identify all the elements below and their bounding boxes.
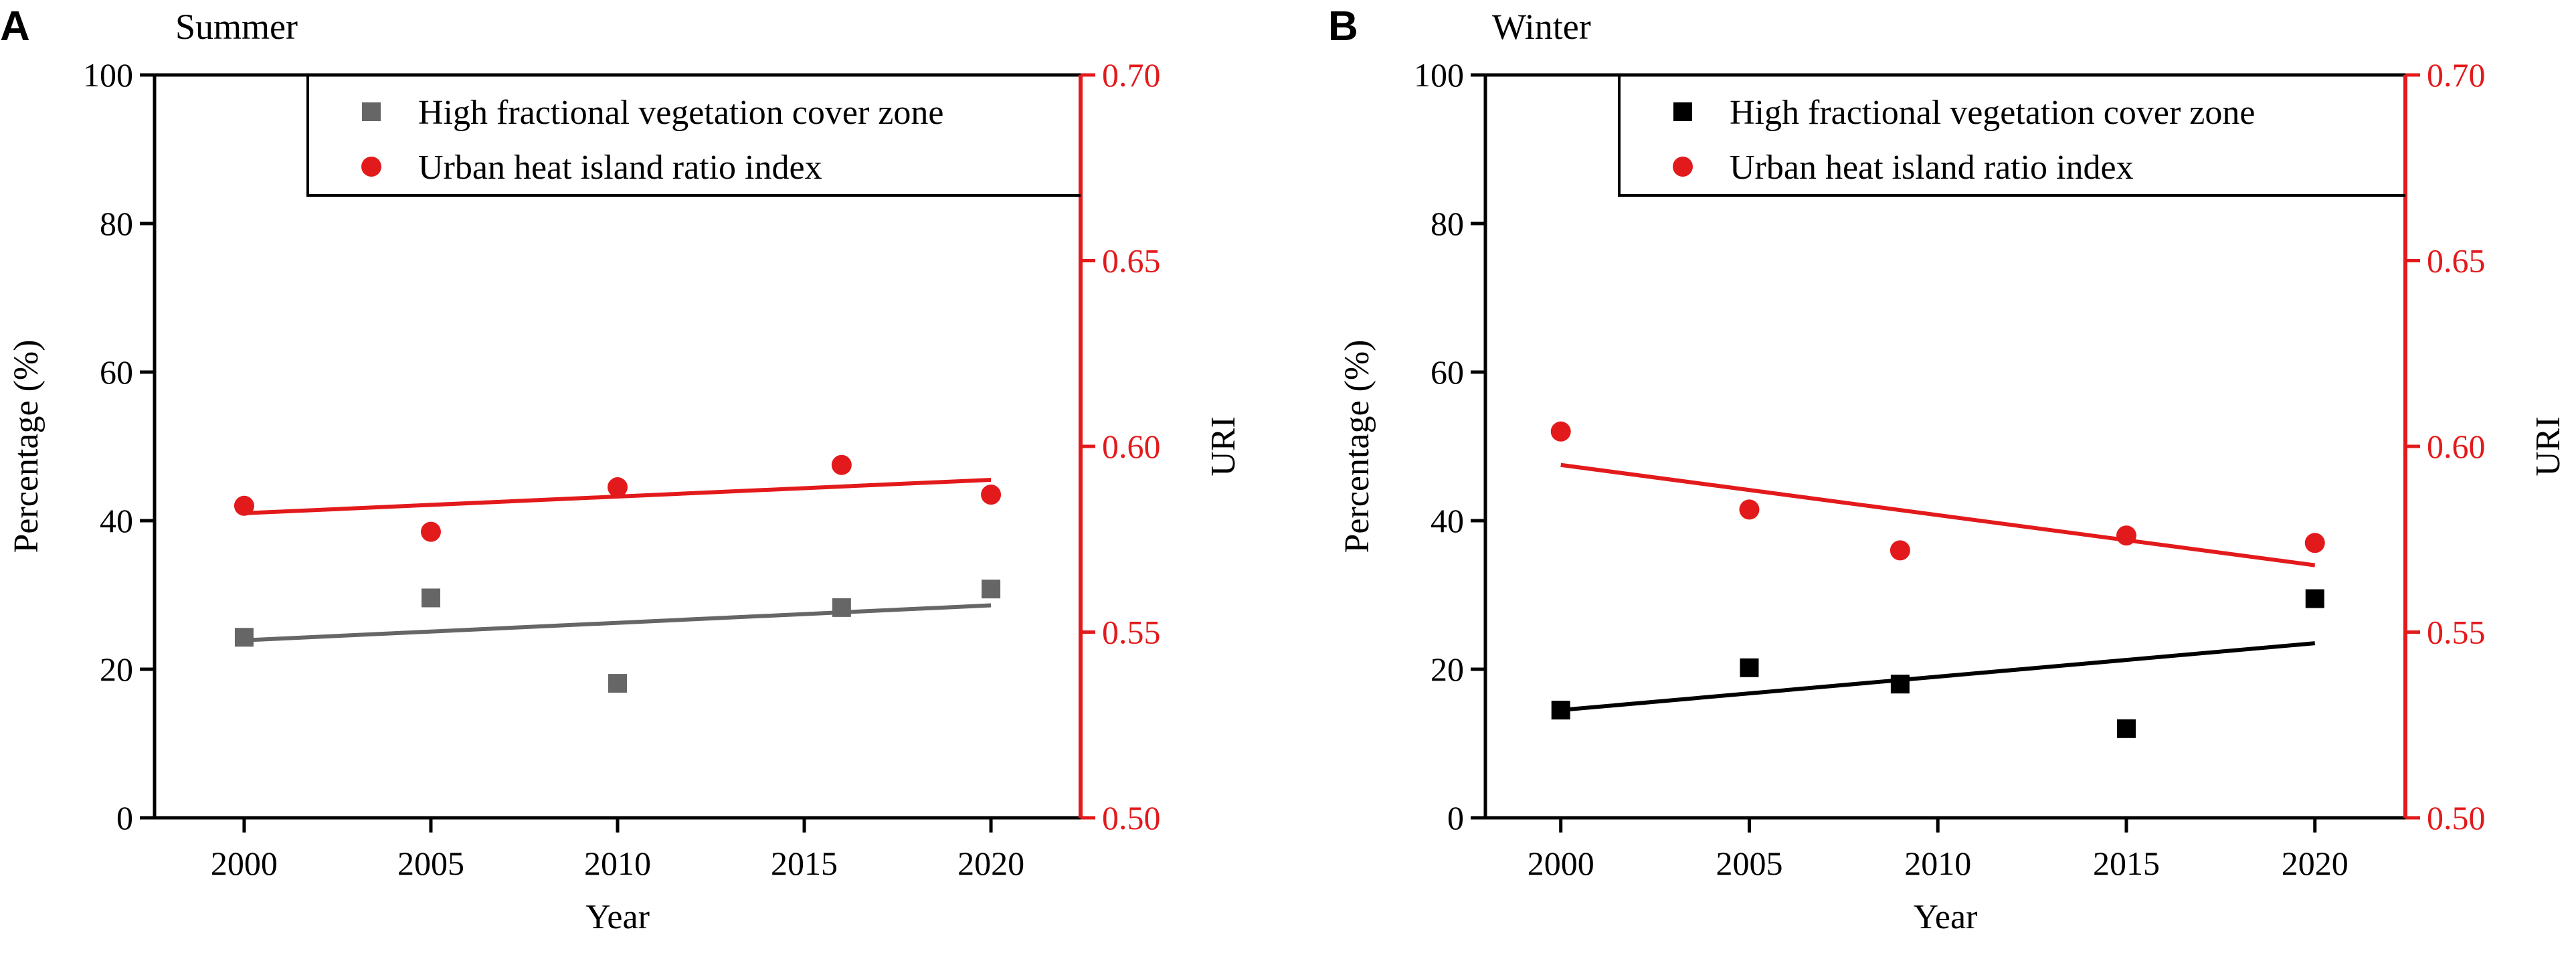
panel-a-uri-point [234, 495, 254, 516]
panel-a-uri-point [831, 454, 852, 475]
panel-b-legend-box [1618, 75, 2405, 197]
panel-a-vegetation-point [421, 588, 440, 608]
panel-a-y-right-tick-label: 0.60 [1102, 428, 1161, 465]
panel-b-x-tick-label: 2020 [2282, 845, 2349, 882]
panel-b-vegetation-point [2116, 719, 2136, 738]
panel-a-y-right-tick-label: 0.70 [1102, 56, 1161, 94]
panel-b-uri-trend-line [1560, 462, 2316, 568]
panel-a-legend-square-marker [362, 102, 381, 121]
panel-b-y-left-tick-label: 20 [1431, 650, 1464, 688]
panel-b-vegetation-point [2305, 589, 2324, 608]
panel-b-uri-point [1890, 540, 1910, 561]
panel-a-y-left-tick-label: 80 [100, 205, 133, 242]
panel-b-y-left-tick-label: 0 [1447, 799, 1464, 837]
panel-b-uri-point [2304, 533, 2325, 553]
panel-a-legend-label: Urban heat island ratio index [418, 149, 822, 187]
panel-a-legend-box [306, 75, 1081, 197]
panel-a-vegetation-trend-line [244, 603, 992, 642]
panel-b-vegetation-trend-line [1560, 641, 2316, 713]
panel-b-x-axis-title: Year [1914, 898, 1978, 936]
panel-b-y-right-tick-label: 0.70 [2427, 56, 2486, 94]
panel-a-x-tick-label: 2015 [771, 845, 838, 882]
panel-b-x-tick-label: 2010 [1904, 845, 1971, 882]
panel-a-uri-point [608, 477, 628, 498]
panel-b-y-left-tick-label: 60 [1431, 353, 1464, 391]
panel-a-x-tick-label: 2005 [397, 845, 464, 882]
panel-b-y-left-axis-title: Percentage (%) [1338, 339, 1376, 553]
panel-b-y-left-tick-label: 40 [1431, 502, 1464, 539]
panel-b-y-right-tick-label: 0.55 [2427, 614, 2486, 651]
panel-a-y-left-tick-label: 60 [100, 353, 133, 391]
panel-a-x-axis-title: Year [585, 898, 650, 936]
panel-a-vegetation-point [608, 674, 627, 693]
panel-a-y-right-axis-title: URI [1204, 416, 1243, 476]
panel-a-x-tick-label: 2010 [584, 845, 651, 882]
panel-a-y-left-axis-title: Percentage (%) [7, 339, 45, 553]
panel-a-y-right-tick-label: 0.65 [1102, 242, 1161, 280]
panel-b-uri-point [1739, 499, 1760, 520]
panel-b-x-tick-label: 2000 [1528, 845, 1594, 882]
panel-b-uri-point [1550, 421, 1571, 442]
panel-a-vegetation-point [982, 580, 1001, 599]
panel-b-y-right-axis-title: URI [2529, 416, 2567, 476]
panel-b-vegetation-point [1740, 658, 1759, 677]
panel-a-y-left-tick-label: 100 [83, 56, 133, 94]
panel-a-uri-point [981, 485, 1002, 505]
panel-b-legend-label: High fractional vegetation cover zone [1730, 94, 2255, 132]
panel-a-uri-point [420, 521, 441, 542]
panel-a-x-tick-label: 2000 [211, 845, 278, 882]
panel-b-uri-point [2116, 525, 2136, 546]
panel-b-legend-circle-marker [1673, 157, 1693, 177]
panel-a-y-left-tick-label: 20 [100, 650, 133, 688]
panel-b-y-right-tick-label: 0.65 [2427, 242, 2486, 280]
panel-a-y-right-tick-label: 0.50 [1102, 799, 1161, 837]
panel-a-x-tick-label: 2020 [957, 845, 1024, 882]
panel-a-vegetation-point [234, 628, 254, 647]
panel-b-title: Winter [1492, 7, 1591, 47]
panel-b-y-right-tick-label: 0.50 [2427, 799, 2486, 837]
panel-a-legend-label: High fractional vegetation cover zone [418, 94, 943, 132]
panel-b-y-left-tick-label: 100 [1414, 56, 1464, 94]
panel-b-x-tick-label: 2005 [1716, 845, 1782, 882]
panel-b-panel-label: B [1328, 3, 1358, 50]
panel-a-y-right-tick-label: 0.55 [1102, 614, 1161, 651]
panel-a-legend-circle-marker [361, 157, 381, 177]
panel-b-legend-label: Urban heat island ratio index [1730, 149, 2134, 187]
panel-a-y-left-tick-label: 0 [116, 799, 133, 837]
panel-b-vegetation-point [1890, 675, 1910, 694]
panel-b-x-tick-label: 2015 [2093, 845, 2160, 882]
panel-b-vegetation-point [1551, 701, 1570, 720]
panel-a-y-left-tick-label: 40 [100, 502, 133, 539]
panel-b-legend-square-marker [1673, 102, 1692, 121]
panel-b-y-right-tick-label: 0.60 [2427, 428, 2486, 465]
panel-b-y-left-tick-label: 80 [1431, 205, 1464, 242]
panel-a-title: Summer [175, 7, 298, 47]
panel-a-vegetation-point [832, 598, 851, 617]
panel-a-panel-label: A [0, 3, 30, 50]
